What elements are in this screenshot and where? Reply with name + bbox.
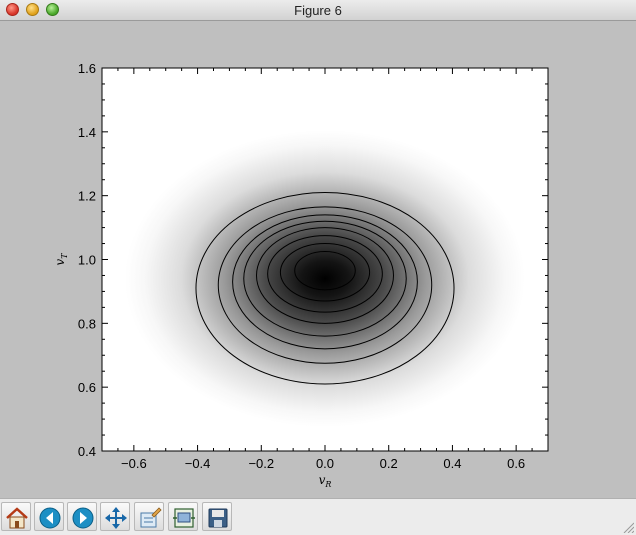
contour-line-8: [294, 251, 356, 291]
x-tick-label: 0.4: [443, 456, 461, 471]
contour-line-5: [256, 227, 394, 324]
y-tick-label: 1.6: [78, 61, 96, 76]
subplots-button[interactable]: [168, 502, 198, 531]
x-tick-label: −0.4: [185, 456, 211, 471]
x-tick-label: 0.2: [380, 456, 398, 471]
forward-button[interactable]: [67, 502, 97, 531]
title-bar: Figure 6: [0, 0, 636, 21]
forward-arrow-icon: [72, 507, 94, 529]
x-tick-label: −0.2: [248, 456, 274, 471]
close-window-button[interactable]: [6, 3, 19, 16]
zoom-button[interactable]: [134, 502, 164, 531]
minimize-window-button[interactable]: [26, 3, 39, 16]
x-tick-label: 0.0: [316, 456, 334, 471]
axes-frame: [101, 67, 549, 452]
pan-icon: [105, 507, 127, 529]
navigation-toolbar: [0, 498, 636, 535]
y-tick-label: 0.4: [78, 444, 96, 459]
figure-canvas[interactable]: −0.6 −0.4 −0.2 0.0 0.2 0.4 0.6 0.4 0.6 0.8 1.0 1.2 1…: [0, 21, 636, 498]
resize-grip-icon[interactable]: [622, 521, 634, 533]
contour-line-1: [195, 191, 455, 385]
save-icon: [208, 508, 228, 528]
contour-plot: −0.6 −0.4 −0.2 0.0 0.2 0.4 0.6 0.4 0.6 0.8 1.0 1.2 1…: [53, 61, 549, 489]
zoom-window-button[interactable]: [46, 3, 59, 16]
contour-line-7: [279, 243, 371, 302]
contour-line-3: [232, 214, 418, 350]
contour-line-2: [217, 206, 433, 364]
home-button[interactable]: [1, 502, 31, 531]
back-arrow-icon: [39, 507, 61, 529]
pan-button[interactable]: [100, 502, 130, 531]
subplots-icon: [173, 508, 195, 528]
y-tick-label: 0.6: [78, 380, 96, 395]
save-button[interactable]: [202, 502, 232, 531]
contour-line-6: [267, 235, 383, 313]
y-tick-label: 0.8: [78, 316, 96, 331]
y-tick-label: 1.2: [78, 189, 96, 204]
density-shading: [125, 130, 525, 428]
x-tick-label: 0.6: [507, 456, 525, 471]
y-tick-label: 1.4: [78, 125, 96, 140]
home-icon: [6, 507, 28, 529]
x-tick-label: −0.6: [121, 456, 147, 471]
y-axis-label: vT: [53, 253, 69, 266]
y-tick-label: 1.0: [78, 253, 96, 268]
back-button[interactable]: [34, 502, 64, 531]
contour-line-4: [243, 220, 407, 337]
x-axis-label: vR: [319, 473, 332, 489]
zoom-rect-icon: [140, 507, 162, 528]
window-title: Figure 6: [294, 3, 342, 18]
